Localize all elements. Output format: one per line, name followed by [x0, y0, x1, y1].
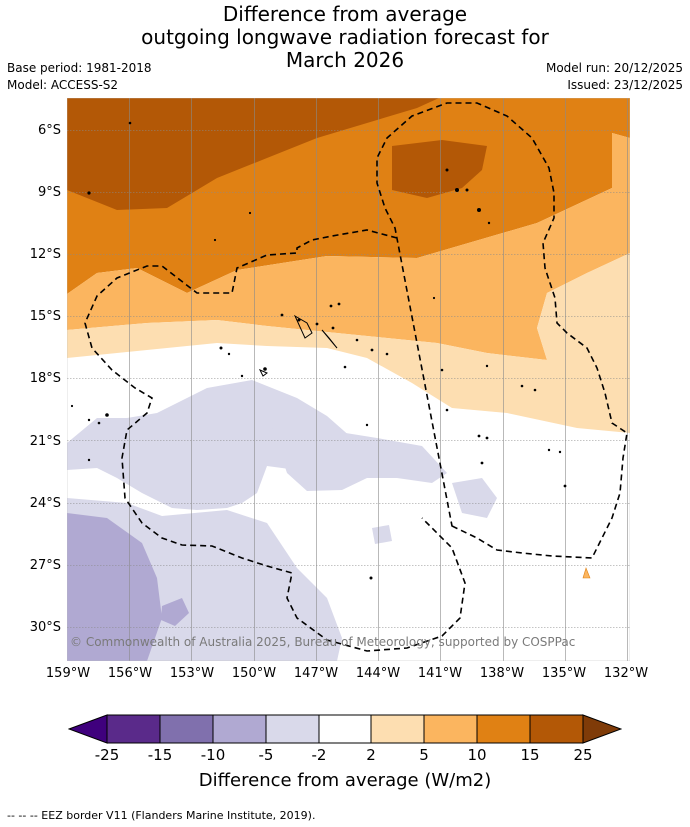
lat-tick-label: 6°S: [37, 123, 61, 138]
eez-legend-note: -- -- -- EEZ border V11 (Flanders Marine…: [7, 809, 316, 822]
colorbar: [68, 714, 622, 744]
lon-tick-label: 150°W: [231, 666, 277, 681]
lat-tick-label: 24°S: [29, 496, 61, 511]
island-outlines: [258, 314, 338, 377]
lat-tick-label: 30°S: [29, 620, 61, 635]
colorbar-segment: [424, 715, 477, 743]
title-line-2: outgoing longwave radiation forecast for: [141, 25, 549, 49]
colorbar-tick-label: -15: [147, 746, 173, 764]
region-minus2-to-minus5-east: [452, 478, 497, 518]
colorbar-tick-label: -10: [200, 746, 226, 764]
colorbar-segment: [477, 715, 530, 743]
colorbar-segment: [213, 715, 266, 743]
colorbar-tick-label: 2: [366, 746, 376, 764]
region-2-to-5: [67, 253, 630, 433]
region-minus2-to-minus5-west: [67, 380, 352, 510]
lat-tick-label: 12°S: [29, 247, 61, 262]
lon-tick-label: 141°W: [417, 666, 463, 681]
colorbar-tick-label: 5: [419, 746, 429, 764]
colorbar-tick-label: 10: [467, 746, 487, 764]
lon-tick-label: 156°W: [107, 666, 153, 681]
lat-tick-label: 21°S: [29, 434, 61, 449]
lat-lon-grid: [67, 130, 630, 628]
colorbar-tick-label: 15: [520, 746, 540, 764]
region-minus2-to-minus5-center: [272, 428, 447, 491]
colorbar-unit-label: Difference from average (W/m2): [198, 770, 492, 791]
lon-tick-label: 135°W: [541, 666, 587, 681]
colorbar-segment: [266, 715, 319, 743]
colorbar-extend-high: [582, 714, 622, 744]
lat-tick-label: 9°S: [37, 185, 61, 200]
region-5-to-10: [67, 133, 630, 360]
model-run: Model run: 20/12/2025: [545, 61, 683, 75]
region-15-to-25: [67, 98, 439, 210]
colorbar-extend-low: [68, 714, 108, 744]
lon-tick-label: 132°W: [603, 666, 649, 681]
colorbar-tick-label: 25: [573, 746, 593, 764]
colorbar-tick-label: -2: [311, 746, 327, 764]
lat-tick-label: 18°S: [29, 371, 61, 386]
colorbar-tick-label: -25: [94, 746, 120, 764]
lon-tick-label: 147°W: [293, 666, 339, 681]
title-line-3: March 2026: [285, 48, 405, 72]
lon-tick-label: 153°W: [169, 666, 215, 681]
copyright-credit: © Commonwealth of Australia 2025, Bureau…: [70, 635, 576, 649]
lat-tick-label: 27°S: [29, 558, 61, 573]
islands: [70, 121, 567, 580]
base-period: Base period: 1981-2018: [7, 61, 152, 75]
colorbar-segment: [160, 715, 213, 743]
region-minus2-to-minus5-small: [372, 525, 392, 544]
lon-tick-label: 138°W: [479, 666, 525, 681]
small-anomaly-patch: [582, 567, 591, 579]
region-15-to-25-east: [392, 140, 487, 198]
colorbar-segment: [371, 715, 424, 743]
lat-tick-label: 15°S: [29, 309, 61, 324]
lon-tick-label: 159°W: [45, 666, 91, 681]
colorbar-segment: [107, 715, 160, 743]
region-minus5-to-minus10: [67, 513, 162, 661]
eez-border: [84, 102, 628, 652]
issued-date: Issued: 23/12/2025: [567, 78, 683, 92]
olr-anomaly-map[interactable]: [67, 98, 630, 661]
colorbar-tick-label: -5: [258, 746, 274, 764]
colorbar-segment: [319, 715, 371, 743]
colorbar-segment: [530, 715, 583, 743]
lon-tick-label: 144°W: [355, 666, 401, 681]
model-name: Model: ACCESS-S2: [7, 78, 119, 92]
lon-grid: [129, 98, 628, 661]
region-minus5-to-minus10-small: [161, 598, 189, 626]
title-line-1: Difference from average: [222, 2, 468, 26]
